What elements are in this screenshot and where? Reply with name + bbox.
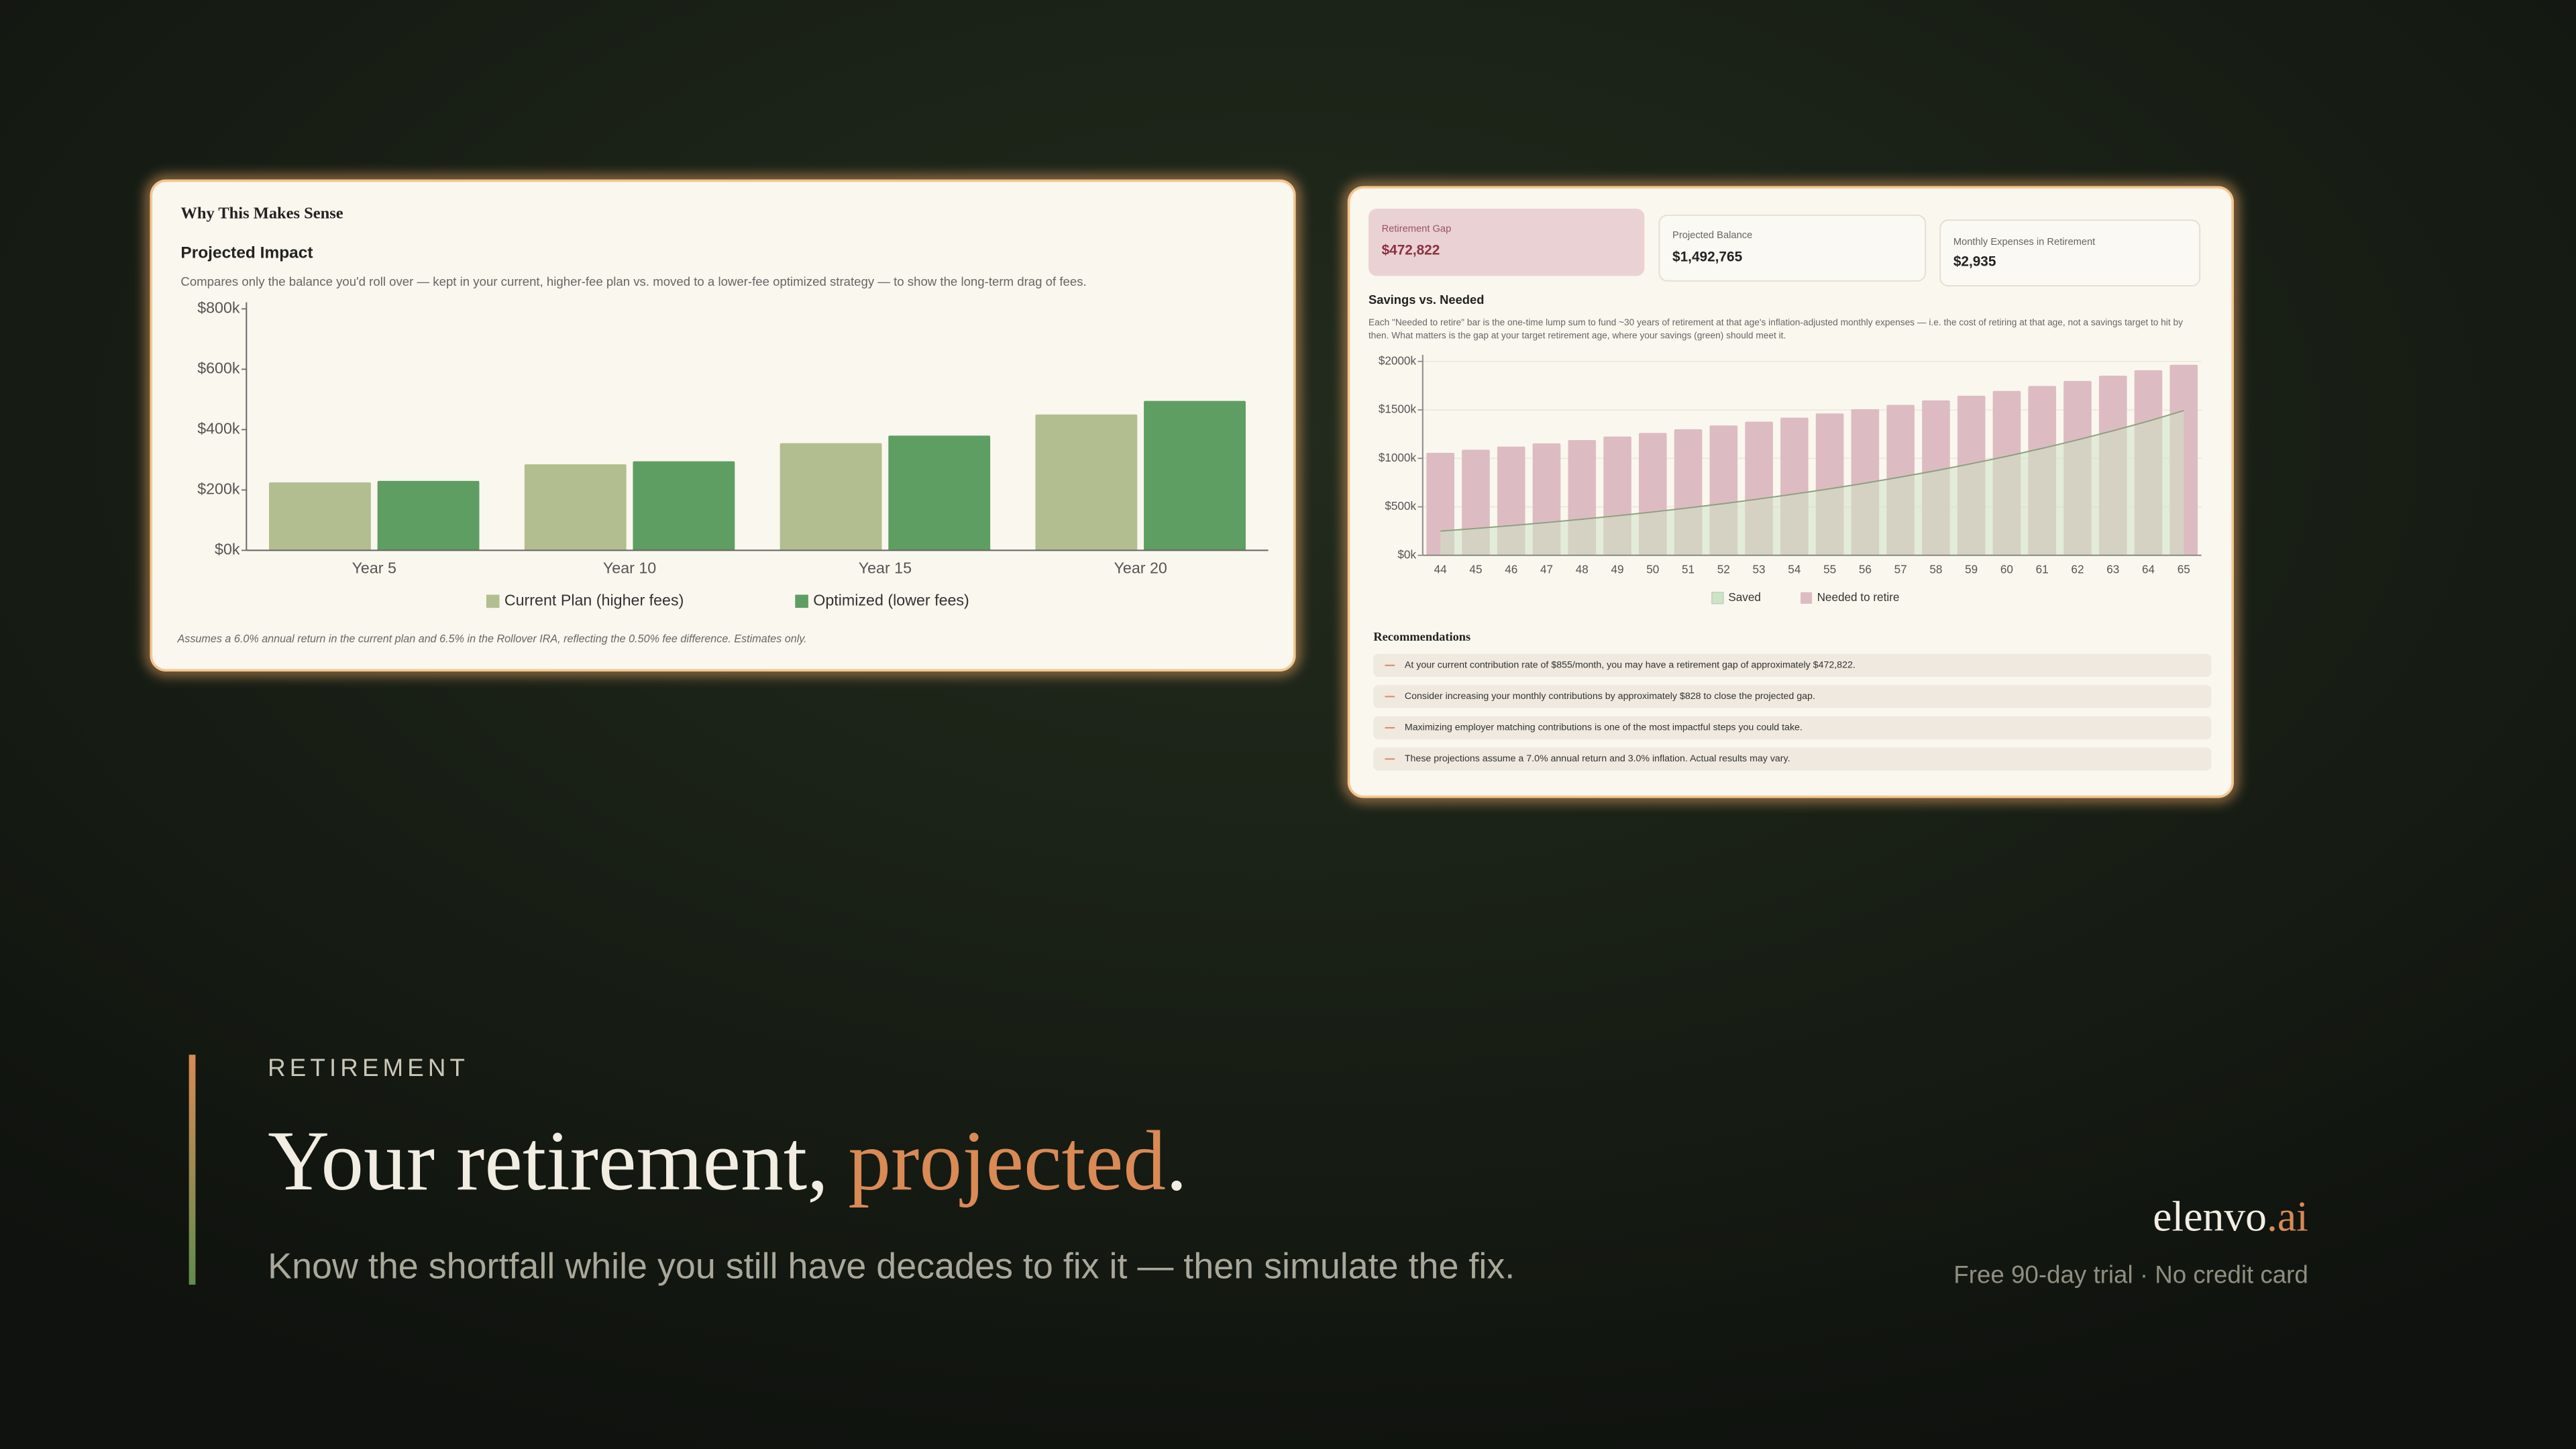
- recommendation: At your current contribution rate of $85…: [1405, 660, 1856, 671]
- x-tick-label: 54: [1788, 563, 1801, 576]
- recommendation-row: [1373, 747, 2212, 771]
- x-tick-label: 50: [1646, 563, 1659, 576]
- x-tick-label: 61: [2036, 563, 2049, 576]
- bar: [269, 482, 371, 551]
- y-tick-label: $500k: [1385, 499, 1416, 513]
- recommendation-row: [1373, 653, 2212, 677]
- chart: $0k $200k $400k $600k $800k Year 5 Year 10 Year…: [197, 299, 1269, 608]
- x-tick-label: 62: [2071, 563, 2084, 576]
- bar: [1426, 453, 1455, 555]
- x-tick-label: 46: [1505, 563, 1517, 576]
- headline: Your retirement, projected.: [268, 1114, 1187, 1208]
- y-tick-label: $2000k: [1379, 354, 1417, 367]
- headline-accent: projected: [848, 1114, 1166, 1208]
- x-tick-label: 57: [1894, 563, 1907, 576]
- brand-name: elenvo: [2153, 1192, 2267, 1240]
- x-tick-label: 63: [2106, 563, 2119, 576]
- legend-swatch: [1801, 592, 1813, 604]
- legend-label: Current Plan (higher fees): [504, 591, 684, 608]
- x-tick-label: 60: [2000, 563, 2013, 576]
- line: [1440, 410, 2184, 532]
- recommendation-row: [1373, 685, 2212, 708]
- x-tick-label: 59: [1965, 563, 1978, 576]
- chart-title: Savings vs. Needed: [1368, 292, 1484, 307]
- card-heading: Why This Makes Sense: [180, 205, 343, 223]
- x-tick-label: Year 15: [859, 559, 912, 577]
- y-tick-label: $1000k: [1379, 451, 1417, 464]
- footnote: Assumes a 6.0% annual return in the curr…: [176, 633, 806, 645]
- y-tick-label: $0k: [215, 541, 240, 558]
- y-tick-label: $600k: [197, 360, 240, 377]
- legend-label: Saved: [1728, 590, 1761, 604]
- legend-swatch: [486, 594, 500, 608]
- eyebrow: RETIREMENT: [268, 1054, 469, 1081]
- y-tick-label: $800k: [197, 299, 240, 317]
- x-tick-label: Year 10: [603, 559, 656, 577]
- x-tick-label: 45: [1469, 563, 1482, 576]
- headline-text: Your retirement,: [268, 1114, 828, 1208]
- legend-label: Needed to retire: [1817, 590, 1900, 604]
- kpi-card: [1939, 219, 2201, 287]
- brand: elenvo.ai: [2153, 1192, 2308, 1240]
- x-tick-label: 64: [2142, 563, 2155, 576]
- legend-label: Optimized (lower fees): [813, 591, 969, 608]
- bar: [1144, 400, 1246, 551]
- recommendation-row: [1373, 716, 2212, 740]
- kpi-value: $472,822: [1382, 243, 1440, 258]
- kpi-card: [1368, 209, 1645, 276]
- kpi-label: Projected Balance: [1672, 230, 1752, 241]
- chart: $0k $500k $1000k $1500k $2000k 44 45 46 47 48 49 50…: [1379, 354, 2202, 604]
- kpi-card: [1658, 214, 1927, 282]
- bar: [524, 464, 627, 551]
- subtitle: Know the shortfall while you still have …: [268, 1246, 1515, 1286]
- x-tick-label: 51: [1682, 563, 1695, 576]
- legend-swatch: [795, 594, 808, 608]
- legend-swatch: [1711, 592, 1724, 604]
- x-tick-label: Year 20: [1114, 559, 1167, 577]
- y-tick-label: $1500k: [1379, 402, 1417, 416]
- bar: [780, 443, 882, 551]
- recommendation: Maximizing employer matching contributio…: [1405, 722, 1803, 733]
- recommendations: At your current contribution rate of $85…: [1373, 653, 2212, 771]
- x-tick-label: 52: [1717, 563, 1730, 576]
- chart-subtitle: Compares only the balance you'd roll ove…: [180, 274, 1086, 288]
- x-tick-label: 53: [1753, 563, 1766, 576]
- kpi-value: $2,935: [1953, 254, 1996, 270]
- kpi-label: Monthly Expenses in Retirement: [1953, 237, 2095, 248]
- recommendation: Consider increasing your monthly contrib…: [1405, 691, 1815, 702]
- chart-title: Projected Impact: [180, 244, 313, 262]
- y-tick-label: $0k: [1397, 547, 1416, 561]
- headline-text: .: [1166, 1114, 1187, 1208]
- x-tick-label: 65: [2178, 563, 2190, 576]
- y-tick-label: $200k: [197, 480, 240, 498]
- tagline: Free 90-day trial · No credit card: [1953, 1261, 2308, 1289]
- bar: [888, 435, 991, 551]
- bar: [377, 480, 480, 551]
- chart-subtitle: Each "Needed to retire" bar is the one-t…: [1368, 317, 2183, 341]
- y-tick-label: $400k: [197, 420, 240, 437]
- recommendation: These projections assume a 7.0% annual r…: [1405, 753, 1790, 764]
- kpi-value: $1,492,765: [1672, 249, 1742, 264]
- x-tick-label: 58: [1929, 563, 1942, 576]
- x-tick-label: 44: [1434, 563, 1448, 576]
- kpi-label: Retirement Gap: [1382, 223, 1452, 234]
- accent-bar: [189, 1055, 196, 1285]
- area: [1440, 411, 2184, 555]
- text-line: then. What matters is the gap at your ta…: [1368, 330, 1786, 340]
- x-tick-label: Year 5: [352, 559, 396, 577]
- x-tick-label: 56: [1859, 563, 1872, 576]
- section-title: Recommendations: [1373, 630, 1470, 643]
- bar: [1035, 414, 1138, 551]
- bar: [633, 461, 735, 551]
- brand-suffix: .ai: [2267, 1192, 2308, 1240]
- text-line: Each "Needed to retire" bar is the one-t…: [1368, 317, 2183, 327]
- x-tick-label: 47: [1540, 563, 1553, 576]
- x-tick-label: 49: [1611, 563, 1623, 576]
- x-tick-label: 55: [1823, 563, 1836, 576]
- x-tick-label: 48: [1576, 563, 1589, 576]
